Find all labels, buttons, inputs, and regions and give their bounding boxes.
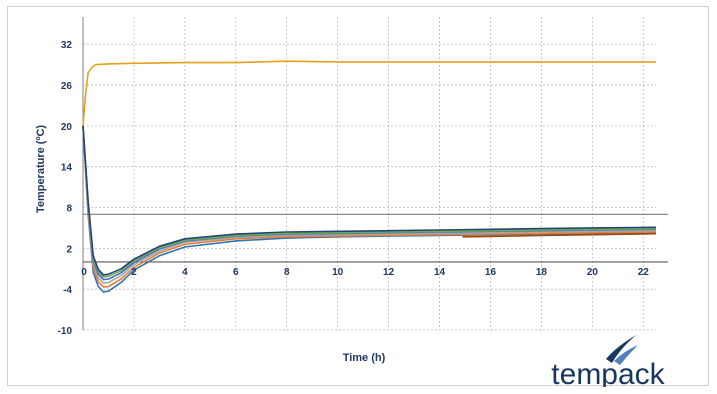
x-tick-label: 16 (485, 267, 497, 278)
y-tick-label: 8 (66, 204, 72, 215)
series-line (82, 60, 656, 126)
x-tick-label: 8 (284, 267, 290, 278)
x-tick-label: 18 (536, 267, 548, 278)
x-axis-title: Time (h) (343, 352, 386, 364)
chart-frame: 0 2 4 6 8 10 12 14 16 18 20 22 -10 -4 2 8 14 20 26 32 Time … (7, 6, 709, 387)
grid-layer (82, 17, 656, 331)
y-tick-label: 14 (61, 163, 73, 174)
y-tick-label: -10 (58, 326, 73, 337)
x-tick-label: 4 (182, 267, 188, 278)
y-tick-label: 2 (66, 244, 72, 255)
series-line (82, 125, 657, 293)
reference-lines (83, 213, 668, 263)
x-tick-label: 0 (81, 267, 87, 278)
series-layer (82, 60, 657, 293)
brand-name: tempack (551, 358, 665, 387)
temperature-chart: 0 2 4 6 8 10 12 14 16 18 20 22 -10 -4 2 8 14 20 26 32 Time … (35, 17, 668, 387)
x-tick-label: 22 (638, 267, 650, 278)
series-line (82, 125, 657, 288)
series-line (82, 125, 657, 281)
series-line (462, 232, 657, 238)
logo-swoosh-icon (606, 335, 636, 363)
y-tick-label: -4 (63, 285, 72, 296)
y-tick-label: 32 (61, 40, 73, 51)
brand-logo: tempack (551, 335, 666, 387)
x-tick-label: 2 (131, 267, 137, 278)
x-tick-label: 6 (233, 267, 239, 278)
y-tick-label: 20 (61, 122, 73, 133)
tick-labels: 0 2 4 6 8 10 12 14 16 18 20 22 -10 -4 2 8 14 20 26 32 (58, 40, 650, 337)
x-tick-label: 20 (587, 267, 599, 278)
series-line (82, 125, 657, 276)
series-line (82, 125, 657, 284)
y-tick-label: 26 (61, 81, 73, 92)
y-axis-title: Temperature (ºC) (35, 125, 47, 213)
x-tick-label: 14 (434, 267, 446, 278)
x-tick-label: 12 (383, 267, 395, 278)
series-line (82, 125, 657, 278)
x-tick-label: 10 (332, 267, 344, 278)
logo-swoosh-icon (614, 345, 638, 365)
